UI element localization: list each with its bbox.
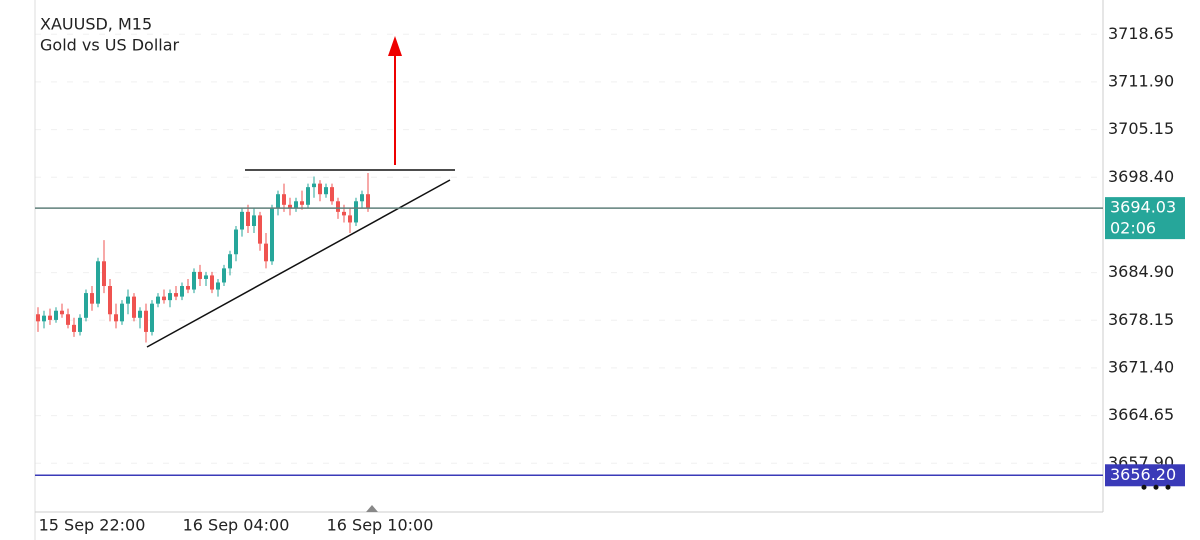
countdown-label: 02:06 [1110, 219, 1156, 238]
candle-body [300, 201, 304, 205]
grid [35, 33, 1103, 464]
candles [36, 173, 370, 343]
current-time-marker [366, 505, 378, 512]
candle-body [78, 317, 82, 332]
candle-body [42, 315, 46, 322]
candle-body [240, 211, 244, 230]
candle-body [138, 310, 142, 318]
candle-body [108, 286, 112, 315]
candle-body [84, 293, 88, 318]
level-label: 3656.20 [1110, 465, 1176, 484]
current-price-label: 3694.03 [1110, 198, 1176, 217]
candle-body [72, 324, 76, 332]
candle-body [354, 201, 358, 223]
candle-body [348, 215, 352, 223]
candle-body [156, 296, 160, 304]
candle-body [360, 194, 364, 202]
candle-body [174, 293, 178, 297]
candle-body [228, 254, 232, 269]
x-tick-label: 16 Sep 04:00 [183, 516, 290, 535]
candle-body [48, 315, 52, 320]
candle-body [114, 314, 118, 322]
candle-body [120, 303, 124, 322]
candle-body [306, 187, 310, 205]
candle-body [270, 208, 274, 262]
candle-body [324, 187, 328, 195]
candle-body [336, 201, 340, 212]
candle-body [36, 314, 40, 322]
chart-title: XAUUSD, M15 [40, 15, 152, 34]
x-tick-label: 16 Sep 10:00 [327, 516, 434, 535]
arrow-head [388, 36, 402, 56]
candle-body [210, 275, 214, 290]
candle-body [366, 194, 370, 209]
candle-body [168, 293, 172, 301]
menu-dot [1141, 484, 1147, 490]
candle-body [252, 215, 256, 226]
candle-body [144, 310, 148, 332]
menu-dot [1165, 484, 1171, 490]
y-tick-label: 3684.90 [1108, 262, 1174, 281]
candle-body [54, 310, 58, 320]
y-tick-label: 3718.65 [1108, 24, 1174, 43]
candle-body [264, 243, 268, 262]
candle-body [330, 187, 334, 202]
candle-body [102, 261, 106, 287]
candle-body [216, 282, 220, 290]
candle-body [126, 296, 130, 304]
candle-body [258, 215, 262, 244]
chart-subtitle: Gold vs US Dollar [40, 36, 180, 55]
candle-body [204, 275, 208, 279]
candle-body [246, 211, 250, 226]
candle-body [318, 183, 322, 195]
candle-body [234, 229, 238, 255]
candle-body [66, 314, 70, 325]
y-tick-label: 3671.40 [1108, 357, 1174, 376]
candle-body [294, 201, 298, 209]
candle-body [192, 271, 196, 290]
candle-body [288, 204, 292, 209]
candle-body [198, 271, 202, 279]
candle-body [312, 183, 316, 188]
current-price-box [1105, 197, 1185, 240]
y-tick-label: 3705.15 [1108, 119, 1174, 138]
candle-body [162, 296, 166, 301]
candle-body [180, 286, 184, 297]
candle-body [342, 211, 346, 216]
candle-body [60, 310, 64, 315]
candle-body [132, 296, 136, 318]
candle-body [96, 261, 100, 304]
y-tick-label: 3698.40 [1108, 167, 1174, 186]
candle-body [276, 194, 280, 209]
y-tick-label: 3711.90 [1108, 71, 1174, 90]
y-tick-label: 3664.65 [1108, 405, 1174, 424]
candle-body [222, 268, 226, 283]
candle-body [186, 286, 190, 290]
candle-body [90, 293, 94, 304]
level-box [1105, 464, 1185, 487]
candle-body [150, 303, 154, 332]
menu-dot [1153, 484, 1159, 490]
y-tick-label: 3678.15 [1108, 310, 1174, 329]
x-tick-label: 15 Sep 22:00 [39, 516, 146, 535]
candle-body [282, 194, 286, 205]
